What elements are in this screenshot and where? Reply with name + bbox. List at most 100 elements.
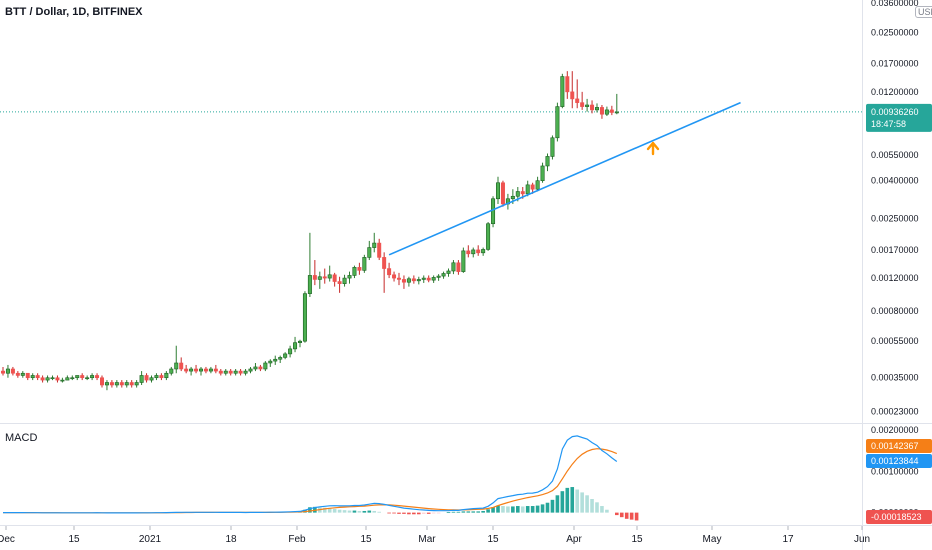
candle-body[interactable] bbox=[238, 370, 243, 374]
candle-body[interactable] bbox=[570, 91, 575, 100]
candle-body[interactable] bbox=[520, 191, 525, 195]
candle-body[interactable] bbox=[70, 377, 75, 380]
candle-body[interactable] bbox=[119, 382, 124, 386]
candle-body[interactable] bbox=[134, 382, 139, 386]
candle-body[interactable] bbox=[609, 109, 614, 113]
candle-body[interactable] bbox=[169, 368, 174, 374]
candle-body[interactable] bbox=[223, 370, 228, 374]
candle-body[interactable] bbox=[293, 342, 298, 350]
candle-body[interactable] bbox=[396, 277, 401, 280]
candle-body[interactable] bbox=[124, 382, 129, 386]
candle-body[interactable] bbox=[421, 277, 426, 280]
candle-body[interactable] bbox=[486, 223, 491, 250]
candle-body[interactable] bbox=[599, 107, 604, 115]
candle-body[interactable] bbox=[495, 182, 500, 200]
candle-body[interactable] bbox=[189, 368, 194, 372]
candle-body[interactable] bbox=[100, 377, 105, 386]
candle-body[interactable] bbox=[500, 182, 505, 205]
candle-body[interactable] bbox=[565, 76, 570, 93]
candle-body[interactable] bbox=[555, 106, 560, 139]
candle-body[interactable] bbox=[65, 377, 70, 381]
candle-body[interactable] bbox=[357, 267, 362, 271]
candle-body[interactable] bbox=[416, 279, 421, 282]
candle-body[interactable] bbox=[456, 262, 461, 272]
candle-body[interactable] bbox=[594, 107, 599, 111]
candle-body[interactable] bbox=[510, 195, 515, 200]
candle-body[interactable] bbox=[466, 250, 471, 255]
candle-body[interactable] bbox=[45, 377, 50, 381]
candle-body[interactable] bbox=[426, 277, 431, 281]
trendline[interactable] bbox=[388, 101, 741, 256]
candle-body[interactable] bbox=[233, 370, 238, 374]
symbol-title[interactable]: BTT / Dollar, 1D, BITFINEX bbox=[5, 6, 143, 18]
candle-body[interactable] bbox=[80, 375, 85, 379]
candle-body[interactable] bbox=[352, 267, 357, 276]
candle-body[interactable] bbox=[40, 377, 45, 381]
candle-body[interactable] bbox=[372, 242, 377, 248]
candle-body[interactable] bbox=[283, 353, 288, 358]
candle-body[interactable] bbox=[530, 184, 535, 190]
candle-body[interactable] bbox=[297, 340, 302, 343]
candle-body[interactable] bbox=[184, 368, 189, 372]
macd-value-label-box[interactable] bbox=[866, 454, 932, 468]
candle-body[interactable] bbox=[95, 375, 100, 379]
signal-value-label-box[interactable] bbox=[866, 439, 932, 453]
candle-body[interactable] bbox=[228, 370, 233, 374]
candle-body[interactable] bbox=[144, 375, 149, 381]
candle-body[interactable] bbox=[535, 180, 540, 190]
candle-body[interactable] bbox=[337, 281, 342, 284]
candle-body[interactable] bbox=[317, 276, 322, 280]
candle-body[interactable] bbox=[312, 275, 317, 280]
candle-body[interactable] bbox=[263, 362, 268, 370]
candle-body[interactable] bbox=[273, 358, 278, 362]
candle-body[interactable] bbox=[540, 165, 545, 182]
candle-body[interactable] bbox=[322, 276, 327, 279]
macd-line[interactable] bbox=[3, 435, 618, 514]
candle-body[interactable] bbox=[560, 76, 565, 107]
candle-body[interactable] bbox=[154, 375, 159, 379]
candle-body[interactable] bbox=[278, 357, 283, 360]
candle-body[interactable] bbox=[30, 375, 35, 379]
candle-body[interactable] bbox=[0, 370, 6, 374]
candle-body[interactable] bbox=[332, 274, 337, 282]
candle-body[interactable] bbox=[15, 372, 20, 376]
candle-body[interactable] bbox=[149, 377, 154, 381]
candle-body[interactable] bbox=[461, 250, 466, 272]
candle-body[interactable] bbox=[382, 257, 387, 269]
signal-line[interactable] bbox=[3, 448, 618, 514]
currency-badge[interactable]: USD bbox=[915, 6, 932, 18]
candle-body[interactable] bbox=[109, 382, 114, 386]
candle-body[interactable] bbox=[302, 293, 307, 342]
candle-body[interactable] bbox=[208, 368, 213, 372]
candle-body[interactable] bbox=[5, 368, 10, 374]
macd-title[interactable]: MACD bbox=[5, 432, 38, 444]
candle-body[interactable] bbox=[194, 368, 199, 372]
candle-body[interactable] bbox=[401, 279, 406, 283]
candle-body[interactable] bbox=[203, 368, 208, 372]
candle-body[interactable] bbox=[550, 137, 555, 157]
candle-body[interactable] bbox=[114, 382, 119, 386]
histogram-value-label-box[interactable] bbox=[866, 510, 932, 524]
candle-body[interactable] bbox=[590, 104, 595, 111]
candle-body[interactable] bbox=[50, 377, 55, 380]
candle-body[interactable] bbox=[327, 274, 332, 279]
candle-body[interactable] bbox=[575, 98, 580, 103]
candle-body[interactable] bbox=[525, 184, 530, 195]
candle-body[interactable] bbox=[362, 257, 367, 271]
candle-body[interactable] bbox=[604, 109, 609, 115]
candle-body[interactable] bbox=[471, 249, 476, 255]
candle-body[interactable] bbox=[307, 275, 312, 294]
candle-body[interactable] bbox=[411, 278, 416, 282]
candle-body[interactable] bbox=[342, 277, 347, 284]
candle-body[interactable] bbox=[545, 156, 550, 167]
candle-body[interactable] bbox=[218, 370, 223, 374]
candle-body[interactable] bbox=[164, 372, 169, 379]
candle-body[interactable] bbox=[515, 191, 520, 197]
candle-body[interactable] bbox=[614, 111, 619, 114]
candle-body[interactable] bbox=[585, 104, 590, 107]
candle-body[interactable] bbox=[347, 275, 352, 279]
candle-body[interactable] bbox=[431, 277, 436, 281]
candle-body[interactable] bbox=[377, 242, 382, 258]
candle-body[interactable] bbox=[248, 368, 253, 372]
